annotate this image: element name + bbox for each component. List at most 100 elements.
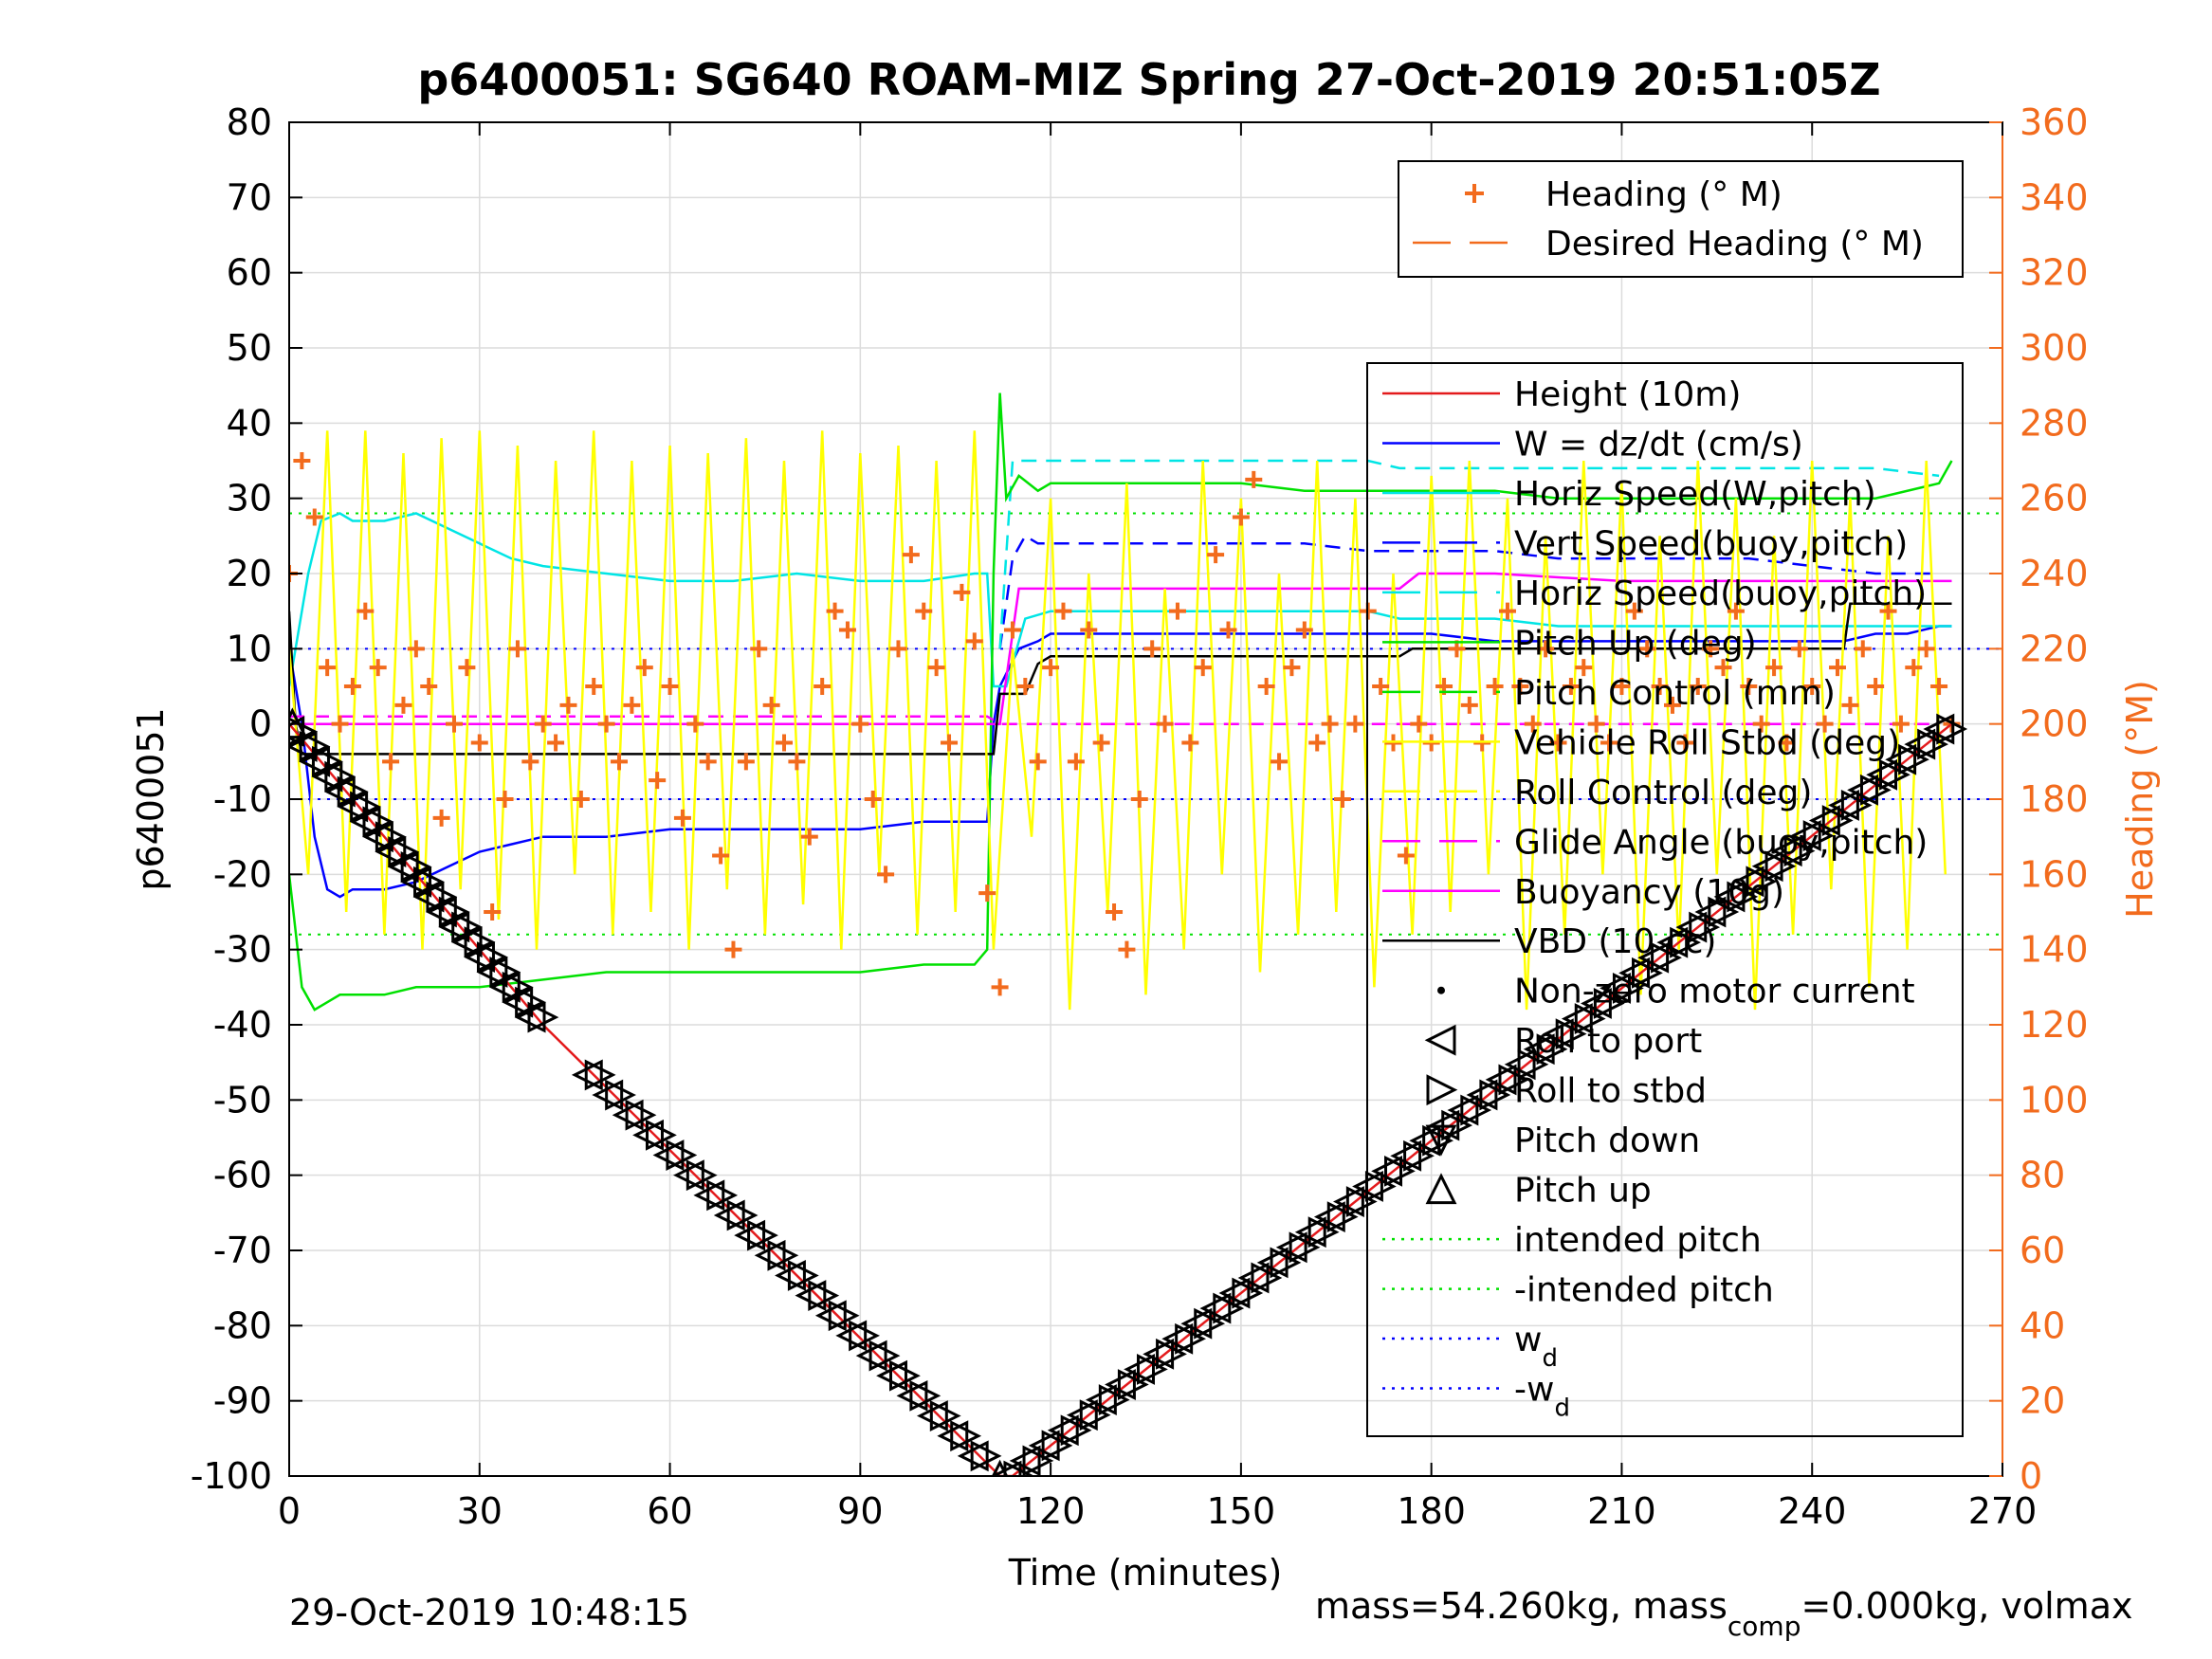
legend-main-label: Horiz Speed(W,pitch) <box>1514 475 1876 514</box>
y-tick-label: -90 <box>213 1380 272 1422</box>
legend-main-label: intended pitch <box>1514 1221 1762 1260</box>
marker-roll-stbd <box>909 1379 941 1412</box>
marker-roll-stbd <box>584 1059 616 1091</box>
heading-point <box>1689 678 1707 695</box>
heading-point <box>432 809 450 827</box>
legend-main-label: W = dz/dt (cm/s) <box>1514 425 1803 464</box>
marker-roll-stbd <box>1079 1399 1111 1431</box>
legend-main-label: Roll to port <box>1514 1022 1702 1061</box>
heading-point <box>1092 734 1110 752</box>
heading-point <box>1828 659 1846 677</box>
heading-point <box>915 602 933 620</box>
heading-point <box>826 602 844 620</box>
marker-roll-port <box>1847 774 1878 806</box>
heading-point <box>1613 678 1631 695</box>
marker-roll-stbd <box>1840 790 1873 821</box>
y-tick-label: -30 <box>213 929 272 971</box>
y-right-tick-label: 60 <box>2020 1230 2065 1271</box>
heading-point <box>737 753 755 771</box>
heading-point <box>1346 715 1364 733</box>
marker-roll-port <box>592 1079 624 1111</box>
heading-point <box>864 791 882 808</box>
footer-mass-info: mass=54.260kg, masscomp=0.000kg, volmax <box>1315 1585 2132 1642</box>
legend-main-label: Vert Speed(buoy,pitch) <box>1514 524 1908 563</box>
legend-main-label: Roll to stbd <box>1514 1072 1707 1111</box>
heading-point <box>1372 678 1390 695</box>
heading-point <box>382 753 400 771</box>
marker-roll-stbd <box>1289 1231 1321 1264</box>
heading-point <box>1207 546 1225 564</box>
marker-roll-port <box>1504 1048 1536 1081</box>
heading-point <box>1511 678 1529 695</box>
marker-roll-port <box>1180 1307 1213 1340</box>
heading-point <box>1702 640 1720 658</box>
marker-roll-stbd <box>808 1280 840 1312</box>
marker-roll-port <box>1009 1445 1041 1476</box>
heading-point <box>420 678 438 695</box>
y-right-tick-label: 40 <box>2020 1304 2065 1346</box>
marker-roll-port <box>1333 1186 1364 1217</box>
heading-point <box>1080 621 1098 639</box>
heading-point <box>394 696 412 714</box>
y-tick-label: -50 <box>213 1079 272 1121</box>
heading-point <box>1219 621 1237 639</box>
marker-roll-port <box>1313 1201 1345 1233</box>
y-right-tick-label: 20 <box>2020 1380 2065 1422</box>
heading-point <box>1333 791 1351 808</box>
heading-point <box>534 715 552 733</box>
x-tick-label: 270 <box>1968 1490 2038 1532</box>
heading-point <box>1714 659 1732 677</box>
marker-roll-port <box>299 745 330 777</box>
marker-roll-port <box>1161 1322 1194 1355</box>
marker-roll-port <box>713 1199 745 1231</box>
heading-point <box>1790 640 1808 658</box>
marker-roll-stbd <box>1898 743 1929 775</box>
heading-point <box>1930 678 1948 695</box>
marker-roll-port <box>775 1260 806 1291</box>
y-axis-right: 3603403203002802602402202001801601401201… <box>1989 101 2089 1497</box>
marker-roll-port <box>412 881 445 913</box>
marker-roll-port <box>1199 1292 1232 1324</box>
marker-roll-port <box>814 1300 847 1332</box>
marker-roll-stbd <box>1708 896 1740 928</box>
marker-roll-stbd <box>747 1219 778 1251</box>
legend-main-box <box>1366 362 1964 1437</box>
heading-point <box>356 602 375 620</box>
marker-roll-stbd <box>888 1359 921 1392</box>
heading-point <box>1537 640 1555 658</box>
heading-point <box>458 659 476 677</box>
heading-point <box>1816 715 1834 733</box>
marker-roll-stbd <box>1022 1445 1054 1476</box>
legend-heading: Heading (° M) Desired Heading (° M) <box>1398 160 1964 278</box>
legend-main-label: Roll Control (deg) <box>1514 774 1812 812</box>
x-axis: 0 30 60 90 120 150 180 210 240 270 <box>278 122 2037 1532</box>
y-right-tick-label: 280 <box>2020 402 2089 444</box>
marker-roll-port <box>1904 728 1936 760</box>
heading-point <box>877 866 895 884</box>
heading-point <box>1156 715 1174 733</box>
y-tick-label: 0 <box>249 703 272 745</box>
marker-roll-port <box>1352 1171 1383 1202</box>
y-tick-label: 30 <box>227 478 272 520</box>
x-tick-label: 60 <box>647 1490 692 1532</box>
heading-point <box>1143 640 1161 658</box>
marker-roll-stbd <box>1498 1064 1530 1096</box>
heading-point <box>965 632 983 650</box>
marker-roll-stbd <box>1175 1322 1207 1355</box>
heading-point <box>1321 715 1339 733</box>
series-horiz-speed-buoy-pitch <box>998 459 1940 649</box>
y-right-tick-label: 300 <box>2020 327 2089 369</box>
marker-roll-port <box>1751 850 1783 883</box>
marker-roll-port <box>1143 1338 1175 1370</box>
marker-roll-port <box>387 850 419 883</box>
marker-roll-port <box>1885 743 1917 775</box>
heading-point <box>838 621 856 639</box>
marker-roll-stbd <box>1460 1094 1492 1126</box>
marker-roll-port <box>754 1239 786 1271</box>
marker-roll-stbd <box>1632 957 1663 989</box>
marker-roll-port <box>855 1340 887 1372</box>
marker-roll-port <box>1600 972 1631 1004</box>
heading-point <box>559 696 577 714</box>
heading-point <box>1106 903 1124 921</box>
marker-roll-port <box>1656 926 1689 958</box>
